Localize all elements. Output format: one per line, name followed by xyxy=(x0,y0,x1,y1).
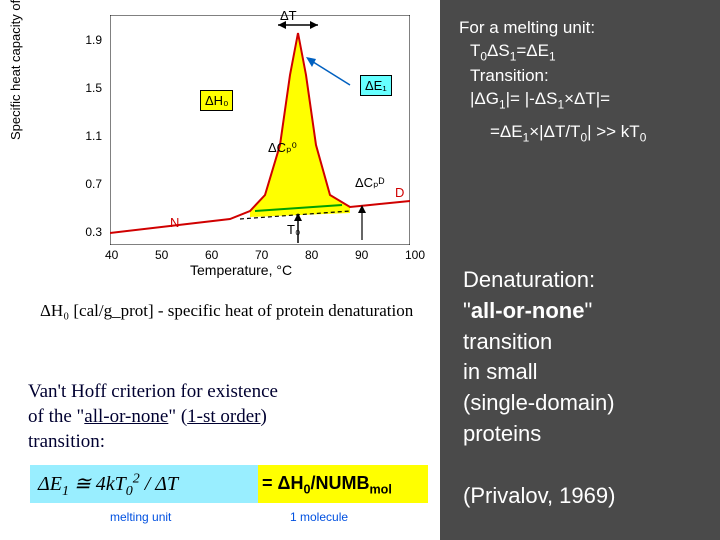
deltaCpD-label: ΔCₚᴰ xyxy=(355,175,384,191)
denat-allornone: all-or-none xyxy=(471,298,585,323)
left-panel: Specific heat capacity of protein molecu… xyxy=(0,0,440,540)
x-tick: 80 xyxy=(305,248,318,262)
N-label: N xyxy=(170,215,179,230)
denat-line7: (Privalov, 1969) xyxy=(463,483,615,508)
deltaE1-annotation: ΔE₁ xyxy=(360,75,392,96)
x-tick: 90 xyxy=(355,248,368,262)
x-tick: 70 xyxy=(255,248,268,262)
vanthoff-line1: Van't Hoff criterion for existence xyxy=(28,380,278,405)
specific-heat-text: ΔH₀ [cal/g_prot] - specific heat of prot… xyxy=(40,300,420,322)
denaturation-text: Denaturation: "all-or-none" transition i… xyxy=(463,265,615,511)
x-tick: 50 xyxy=(155,248,168,262)
equation-box: ΔE1 ≅ 4kT02 / ΔT = ΔH0/NUMBmol xyxy=(30,465,430,505)
eq-line-4: |ΔG1|= |-ΔS1×ΔT|= xyxy=(470,89,720,111)
denat-line6: proteins xyxy=(463,421,541,446)
melting-unit-label: melting unit xyxy=(110,510,171,524)
chart-plot-svg xyxy=(110,15,410,245)
y-tick: 0.7 xyxy=(85,177,102,191)
vanthoff-line3: transition: xyxy=(28,430,105,455)
equation-right: = ΔH0/NUMBmol xyxy=(258,465,428,503)
y-tick: 0.3 xyxy=(85,225,102,239)
denat-quote-close: " xyxy=(584,298,592,323)
melting-unit-header: For a melting unit: xyxy=(459,18,720,38)
denat-line4: in small xyxy=(463,359,538,384)
eq-line-2: T0ΔS1=ΔE1 xyxy=(470,41,720,63)
one-molecule-label: 1 molecule xyxy=(290,510,348,524)
deltaH0-annotation: ΔH₀ xyxy=(200,90,233,111)
y-tick: 1.1 xyxy=(85,129,102,143)
eq-line-3: Transition: xyxy=(470,66,720,86)
x-tick: 60 xyxy=(205,248,218,262)
equation-left: ΔE1 ≅ 4kT02 / ΔT xyxy=(30,465,258,503)
y-axis-ticks: 0.3 0.7 1.1 1.5 1.9 xyxy=(80,15,110,245)
x-axis-label: Temperature, °C xyxy=(190,262,292,278)
denat-line3: transition xyxy=(463,329,552,354)
y-axis-label: Specific heat capacity of protein molecu… xyxy=(8,0,24,140)
T0-label: T₀ xyxy=(287,222,300,237)
y-tick: 1.5 xyxy=(85,81,102,95)
denat-line5: (single-domain) xyxy=(463,390,615,415)
denat-quote-open: " xyxy=(463,298,471,323)
x-tick: 100 xyxy=(405,248,425,262)
right-panel: For a melting unit: T0ΔS1=ΔE1 Transition… xyxy=(455,0,720,540)
D-label: D xyxy=(395,185,404,200)
deltaT-label: ΔT xyxy=(280,8,297,23)
eq-line-5: =ΔE1×|ΔT/T0| >> kT0 xyxy=(490,122,720,144)
y-tick: 1.9 xyxy=(85,33,102,47)
denat-line1: Denaturation: xyxy=(463,267,595,292)
deltaCp0-label: ΔCₚ⁰ xyxy=(268,140,297,156)
x-tick: 40 xyxy=(105,248,118,262)
vanthoff-line2: of the "all-or-none" (1-st order) xyxy=(28,405,267,430)
heat-capacity-chart: Specific heat capacity of protein molecu… xyxy=(0,0,430,280)
